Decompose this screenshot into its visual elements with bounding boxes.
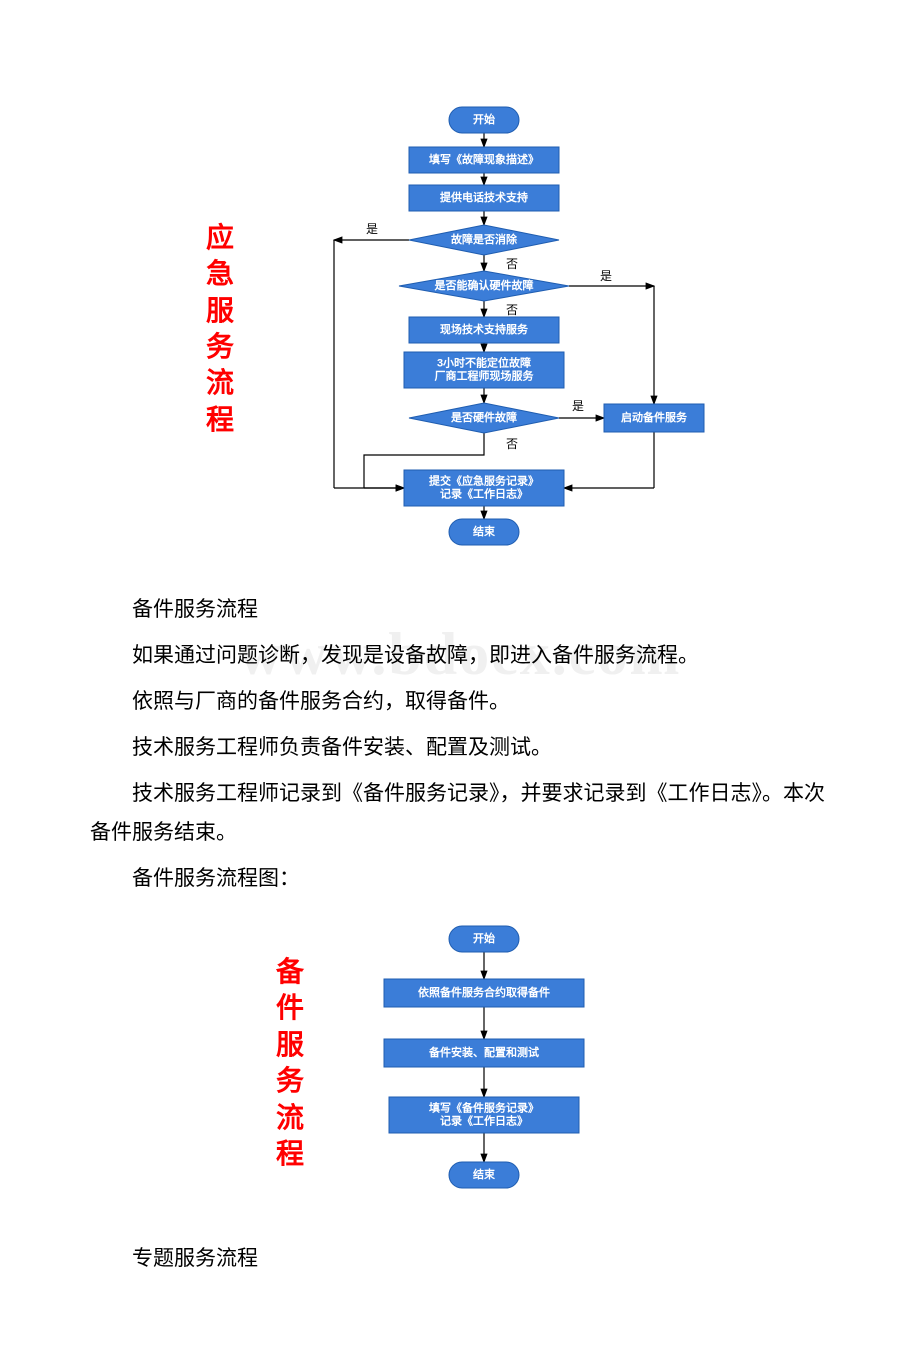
flowchart-node: 3小时不能定位故障厂商工程师现场服务: [404, 352, 564, 388]
flowchart-node: 是否能确认硬件故障: [399, 271, 569, 301]
flowchart-node: 是否硬件故障: [409, 403, 559, 433]
node-label: 结束: [472, 524, 496, 538]
svg-text:否: 否: [506, 257, 518, 271]
flowchart-node: 提供电话技术支持: [409, 185, 559, 211]
node-label: 厂商工程师现场服务: [435, 368, 535, 382]
flowchart-node: 开始: [449, 926, 519, 952]
node-label: 记录《工作日志》: [440, 486, 528, 500]
paragraph: 如果通过问题诊断，发现是设备故障，即进入备件服务流程。: [90, 636, 830, 676]
node-label: 是否硬件故障: [450, 410, 517, 424]
flowchart-node: 依照备件服务合约取得备件: [384, 979, 584, 1007]
title-char: 务: [276, 1064, 304, 1100]
svg-text:否: 否: [506, 437, 518, 451]
node-label: 结束: [472, 1167, 496, 1181]
node-label: 是否能确认硬件故障: [434, 278, 534, 292]
edge-label: 是: [600, 269, 612, 283]
flowchart-node: 启动备件服务: [604, 404, 704, 432]
node-label: 开始: [473, 931, 495, 945]
svg-text:否: 否: [506, 303, 518, 317]
node-label: 3小时不能定位故障: [437, 355, 531, 369]
node-label: 依照备件服务合约取得备件: [418, 985, 550, 999]
emergency-flowchart-wrap: 应急服务流程 是否是否是否开始填写《故障现象描述》提供电话技术支持故障是否消除是…: [90, 100, 830, 560]
title-char: 流: [206, 366, 234, 402]
node-label: 填写《备件服务记录》: [429, 1101, 539, 1115]
paragraph: 备件服务流程: [90, 590, 830, 630]
title-char: 程: [206, 403, 234, 439]
paragraph: 技术服务工程师记录到《备件服务记录》，并要求记录到《工作日志》。本次备件服务结束…: [90, 774, 830, 854]
flowchart-node: 填写《故障现象描述》: [409, 147, 559, 173]
emergency-flowchart-title: 应急服务流程: [206, 221, 234, 439]
title-char: 应: [206, 221, 234, 257]
paragraphs-block-1: 备件服务流程如果通过问题诊断，发现是设备故障，即进入备件服务流程。依照与厂商的备…: [90, 590, 830, 899]
node-label: 开始: [473, 112, 495, 126]
node-label: 提供电话技术支持: [440, 190, 528, 204]
flowchart-node: 结束: [449, 519, 519, 545]
node-label: 启动备件服务: [621, 410, 688, 424]
node-label: 提交《应急服务记录》: [429, 473, 539, 487]
title-char: 备: [276, 955, 304, 991]
edge-label: 是: [572, 399, 584, 413]
flowchart-node: 结束: [449, 1162, 519, 1188]
flowchart-node: 备件安装、配置和测试: [384, 1039, 584, 1067]
title-char: 服: [206, 294, 234, 330]
emergency-flowchart: 是否是否是否开始填写《故障现象描述》提供电话技术支持故障是否消除是否能确认硬件故…: [254, 100, 714, 560]
title-char: 服: [276, 1028, 304, 1064]
spareparts-flowchart-title: 备件服务流程: [276, 955, 304, 1173]
paragraph: 技术服务工程师负责备件安装、配置及测试。: [90, 728, 830, 768]
node-label: 记录《工作日志》: [440, 1114, 528, 1128]
paragraph: 专题服务流程: [90, 1239, 830, 1279]
paragraph: 备件服务流程图：: [90, 859, 830, 899]
title-char: 务: [206, 330, 234, 366]
title-char: 件: [276, 991, 304, 1027]
node-label: 现场技术支持服务: [440, 322, 529, 336]
flowchart-node: 开始: [449, 107, 519, 133]
flowchart-node: 现场技术支持服务: [409, 317, 559, 343]
spareparts-flowchart-wrap: 备件服务流程 开始依照备件服务合约取得备件备件安装、配置和测试填写《备件服务记录…: [90, 919, 830, 1209]
flowchart-node: 故障是否消除: [409, 225, 559, 255]
node-label: 备件安装、配置和测试: [428, 1045, 539, 1059]
paragraphs-block-2: 专题服务流程: [90, 1239, 830, 1279]
edge-label: 是: [366, 222, 378, 236]
node-label: 填写《故障现象描述》: [429, 152, 539, 166]
flowchart-node: 提交《应急服务记录》记录《工作日志》: [404, 470, 564, 506]
spareparts-flowchart: 开始依照备件服务合约取得备件备件安装、配置和测试填写《备件服务记录》记录《工作日…: [324, 919, 644, 1209]
title-char: 程: [276, 1137, 304, 1173]
node-label: 故障是否消除: [451, 232, 518, 246]
flowchart-node: 填写《备件服务记录》记录《工作日志》: [389, 1097, 579, 1133]
title-char: 急: [206, 257, 234, 293]
paragraph: 依照与厂商的备件服务合约，取得备件。: [90, 682, 830, 722]
title-char: 流: [276, 1101, 304, 1137]
